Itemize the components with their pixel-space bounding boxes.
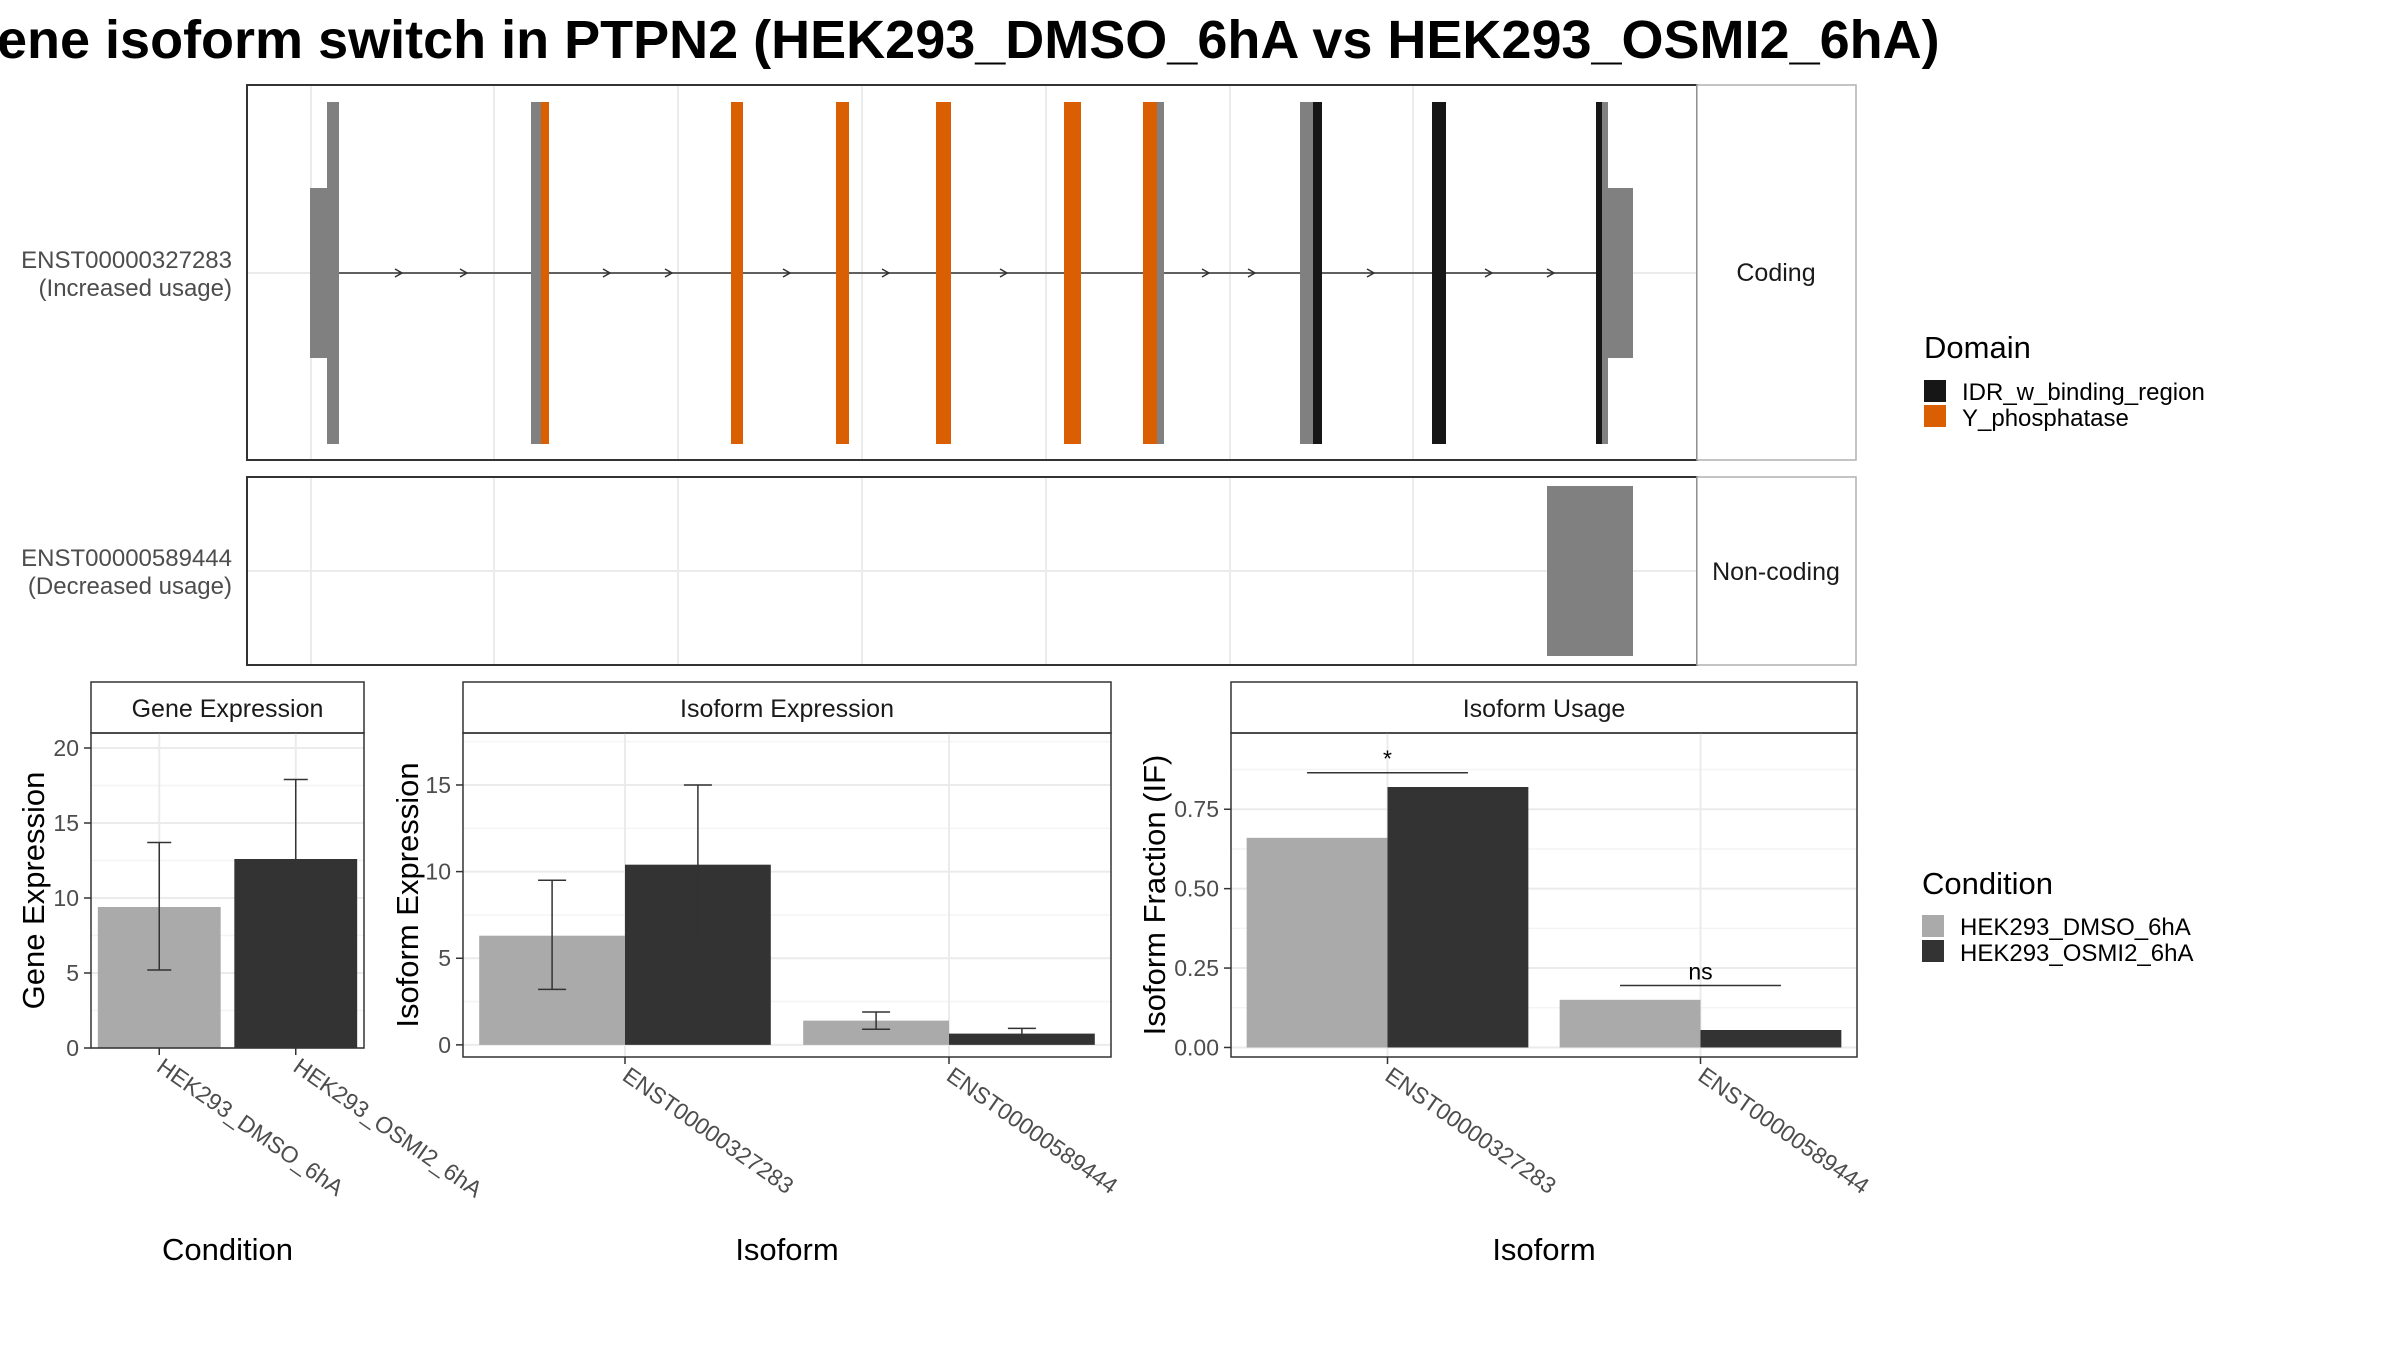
domain-legend: Domain IDR_w_binding_region Y_phosphatas…: [1924, 330, 2205, 432]
panel-strip: [90, 681, 365, 734]
panel-strip: [1230, 681, 1858, 734]
intron-direction-arrow: [394, 268, 404, 278]
intron-direction-arrow: [459, 268, 469, 278]
legend-label-dmso: HEK293_DMSO_6hA: [1960, 914, 2191, 941]
condition-legend: Condition HEK293_DMSO_6hA HEK293_OSMI2_6…: [1922, 866, 2193, 967]
y-tick-label: 20: [53, 735, 79, 761]
isoform-expression-chart: Isoform Expression 0 5 10 15 ENST00000327283 E…: [390, 681, 1123, 1267]
legend-key-idr: [1924, 380, 1946, 402]
x-axis-title: Condition: [162, 1232, 293, 1267]
legend-key-dmso: [1922, 915, 1944, 937]
exon-y-phosphatase: [936, 102, 951, 444]
panel-border: [90, 732, 365, 1049]
legend-key-osmi2: [1922, 940, 1944, 962]
strip-noncoding: [1696, 476, 1857, 666]
strip-label-coding: Coding: [1736, 259, 1815, 287]
significance-label: *: [1383, 746, 1392, 772]
y-axis-title: Isoform Expression: [390, 762, 425, 1027]
bar: [1559, 999, 1701, 1048]
x-tick-label: ENST00000589444: [942, 1062, 1123, 1199]
intron-direction-arrow: [782, 268, 792, 278]
exon-y-phosphatase: [541, 102, 549, 444]
structure-panel-coding: Coding ENST00000327283 (Increased usage): [21, 84, 1857, 461]
y-axis-title: Isoform Fraction (IF): [1137, 755, 1172, 1036]
chart-title: Gene isoform switch in PTPN2 (HEK293_DMS…: [0, 10, 1940, 70]
y-tick-label: 15: [425, 772, 451, 798]
exon-y-phosphatase: [1064, 102, 1081, 444]
exon: [531, 102, 541, 444]
utr-exon: [1608, 188, 1633, 358]
condition-legend-title: Condition: [1922, 866, 2053, 901]
exon-y-phosphatase: [1143, 102, 1157, 444]
intron-direction-arrow: [1247, 268, 1257, 278]
track-label-line1: ENST00000589444: [21, 545, 232, 572]
bar: [1246, 837, 1388, 1048]
y-axis-title: Gene Expression: [16, 772, 51, 1010]
y-tick-label: 0: [438, 1032, 451, 1058]
intron-direction-arrow: [1546, 268, 1556, 278]
y-tick-label: 5: [66, 960, 79, 986]
exon-y-phosphatase: [836, 102, 849, 444]
bar: [1700, 1030, 1842, 1048]
utr-exon: [310, 188, 327, 358]
significance-label: ns: [1688, 959, 1712, 985]
track-label-line2: (Increased usage): [39, 275, 232, 302]
exon-y-phosphatase: [731, 102, 743, 444]
bar: [949, 1033, 1095, 1045]
intron-direction-arrow: [1484, 268, 1494, 278]
legend-label-y-phosphatase: Y_phosphatase: [1962, 405, 2129, 432]
exon-idr: [1432, 102, 1446, 444]
exon-idr: [1596, 102, 1602, 444]
exon: [1300, 102, 1313, 444]
intron-direction-arrow: [1366, 268, 1376, 278]
track-label-line2: (Decreased usage): [28, 573, 232, 600]
x-tick-label: ENST00000327283: [618, 1062, 798, 1199]
x-tick-label: ENST00000327283: [1381, 1062, 1561, 1199]
structure-panel-noncoding: Non-coding ENST00000589444 (Decreased us…: [21, 476, 1857, 666]
panel-strip-label: Isoform Expression: [680, 695, 894, 723]
panel-strip-label: Isoform Usage: [1463, 695, 1626, 723]
transcript-ENST00000327283: [310, 102, 1633, 444]
y-tick-label: 15: [53, 810, 79, 836]
panel-border: [1230, 732, 1858, 1058]
strip-label-noncoding: Non-coding: [1712, 558, 1840, 586]
y-tick-label: 10: [53, 885, 79, 911]
intron-direction-arrow: [999, 268, 1009, 278]
legend-label-osmi2: HEK293_OSMI2_6hA: [1960, 940, 2193, 967]
panel-strip: [462, 681, 1112, 734]
y-tick-label: 0.25: [1174, 955, 1219, 981]
y-tick-label: 5: [438, 945, 451, 971]
panel-border: [462, 732, 1112, 1058]
exon-idr: [1313, 102, 1322, 444]
exon-noncoding: [1547, 486, 1633, 656]
exon: [1602, 102, 1608, 444]
track-label-line1: ENST00000327283: [21, 247, 232, 274]
intron-direction-arrow: [1201, 268, 1211, 278]
y-tick-label: 10: [425, 859, 451, 885]
y-tick-label: 0.00: [1174, 1034, 1219, 1060]
intron-direction-arrow: [881, 268, 891, 278]
y-tick-label: 0.50: [1174, 876, 1219, 902]
intron-direction-arrow: [664, 268, 674, 278]
legend-key-y-phosphatase: [1924, 405, 1946, 427]
domain-legend-title: Domain: [1924, 330, 2031, 365]
x-tick-label: ENST00000589444: [1694, 1062, 1875, 1199]
intron-direction-arrow: [602, 268, 612, 278]
isoform-usage-chart: Isoform Usage 0.00 0.25 0.50 0.75 * ns ENST0000…: [1137, 681, 1875, 1267]
x-axis-title: Isoform: [735, 1232, 838, 1267]
x-axis-title: Isoform: [1492, 1232, 1595, 1267]
legend-label-idr: IDR_w_binding_region: [1962, 379, 2205, 406]
y-tick-label: 0: [66, 1035, 79, 1061]
panel-strip-label: Gene Expression: [132, 695, 324, 723]
strip-coding: [1696, 84, 1857, 461]
exon: [1157, 102, 1164, 444]
bar: [1387, 787, 1529, 1048]
y-tick-label: 0.75: [1174, 796, 1219, 822]
exon: [327, 102, 339, 444]
